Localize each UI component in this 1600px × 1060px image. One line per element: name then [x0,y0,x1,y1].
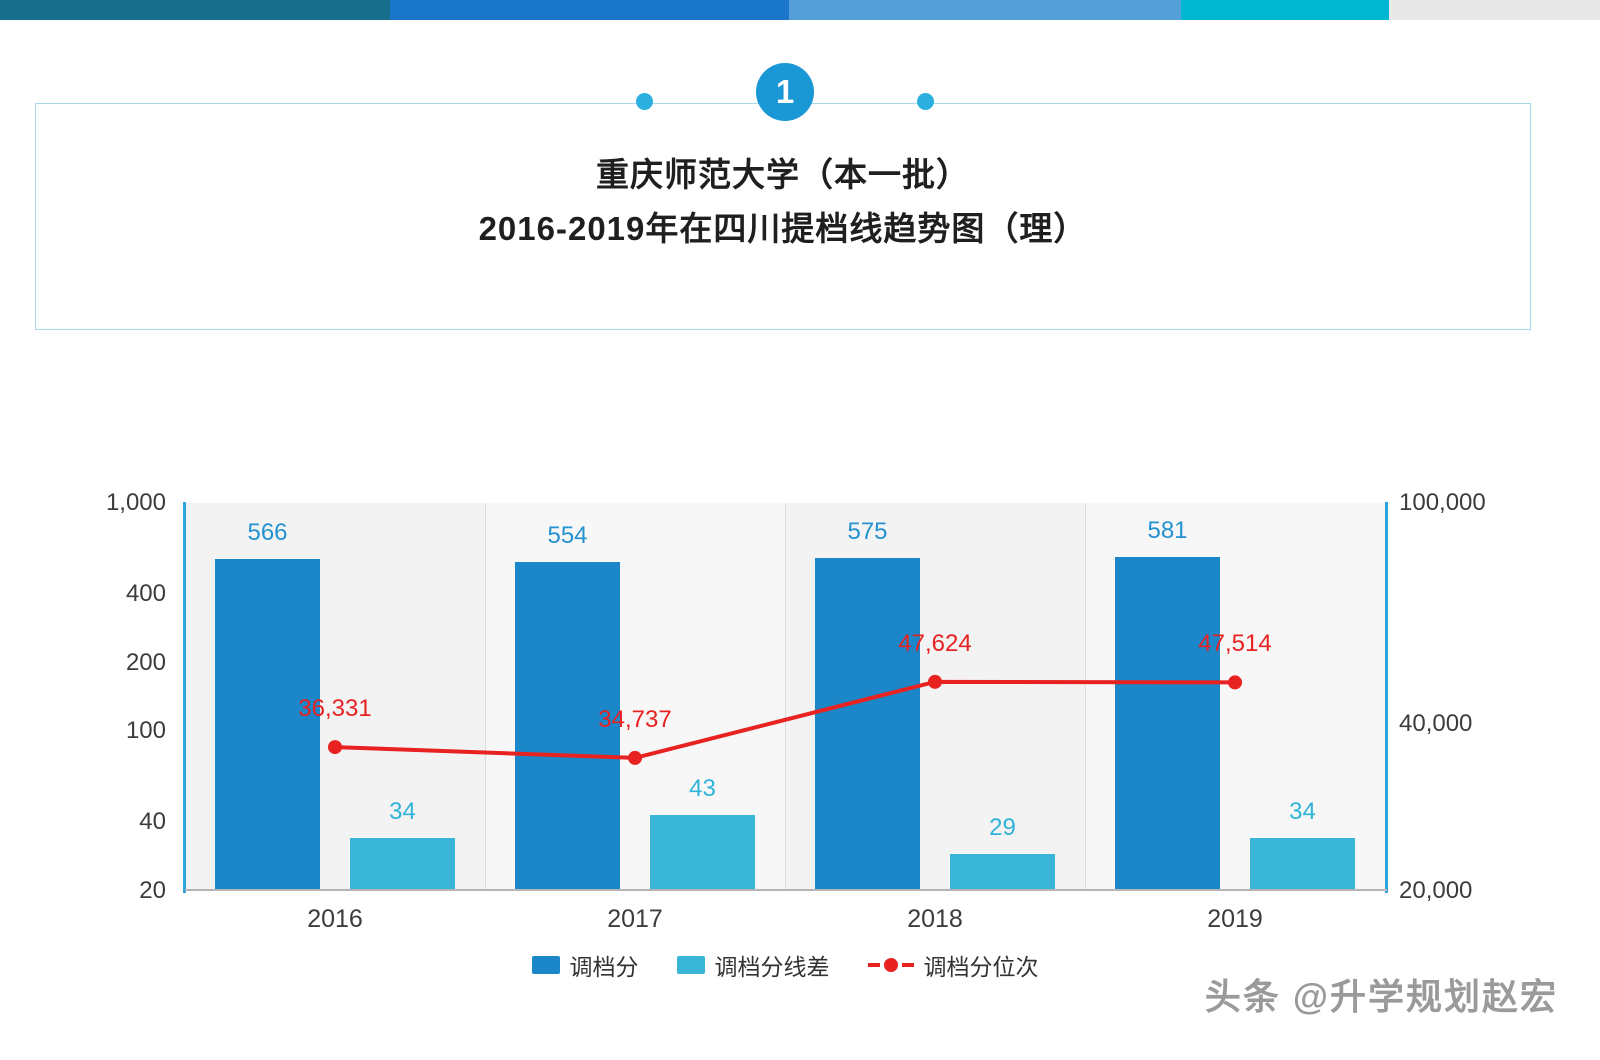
left-axis-line [183,502,186,893]
chart-legend: 调档分 调档分线差 调档分位次 [185,948,1385,982]
x-axis-label: 2016 [307,905,363,933]
topbar-segment [0,0,391,20]
plot-area: 566 554 575 581 34 43 29 34 36,331 34,737 47,624 47… [185,503,1385,891]
topbar-segment [390,0,789,20]
grid-line [1085,503,1086,891]
watermark-brand: 头条 [1204,976,1281,1017]
bar [650,815,755,891]
bar [515,561,620,891]
badge-dot-left [636,93,653,110]
rank-value-label: 34,737 [598,705,672,733]
x-axis-line [185,889,1387,891]
bar [950,854,1055,891]
bar-value-label: 575 [847,517,888,545]
section-number-badge: 1 [756,63,814,121]
x-axis-label: 2019 [1207,905,1263,933]
rank-value-label: 47,514 [1198,630,1272,658]
topbar-segment [1180,0,1389,20]
topbar-decoration [0,0,1600,20]
left-axis-tick: 400 [125,579,166,607]
legend-item: 调档分线差 [676,948,830,982]
bar-value-label: 581 [1147,516,1188,544]
grid-line [485,503,486,891]
watermark: 头条 @升学规划赵宏 [1205,968,1558,1020]
left-axis-tick: 20 [139,877,166,904]
x-axis-label: 2018 [907,905,963,933]
bar-value-label: 29 [989,814,1016,842]
topbar-segment [788,0,1181,20]
right-axis-tick: 40,000 [1399,709,1473,737]
bar-value-label: 566 [247,519,288,547]
rank-point [928,674,942,689]
rank-line-svg [328,674,1242,765]
legend-swatch [531,956,560,974]
right-axis-ticks: 100,000 40,000 20,000 [1399,490,1589,904]
left-axis-tick: 100 [125,717,166,745]
x-axis-label: 2017 [607,905,663,933]
legend-item: 调档分位次 [867,948,1039,982]
left-axis-ticks: 1,000 400 200 100 40 20 [0,490,172,904]
bar [1250,838,1355,891]
badge-dot-right [917,93,934,110]
x-axis-labels: 2016 2017 2018 2019 [185,905,1385,937]
bar [1115,556,1220,891]
chart-title-line2: 2016-2019年在四川提档线趋势图（理） [478,210,1088,247]
rank-line [334,679,1236,760]
legend-item: 调档分 [531,948,639,982]
rank-point [628,750,642,765]
legend-marker-dot [883,958,898,972]
right-axis-line [1385,502,1388,893]
bar [215,559,320,891]
watermark-handle: @升学规划赵宏 [1292,976,1558,1017]
right-axis-tick: 20,000 [1399,877,1473,904]
rank-point [328,740,342,755]
legend-line-marker-icon [867,958,914,972]
title-box: 重庆师范大学（本一批） 2016-2019年在四川提档线趋势图（理） [35,103,1531,330]
left-axis-tick: 200 [125,648,166,676]
left-axis-tick: 40 [139,808,166,836]
legend-label: 调档分 [569,954,639,980]
bar-value-label: 554 [547,521,588,549]
legend-marker-dash [901,963,914,967]
left-axis-tick: 1,000 [105,489,166,516]
right-axis-tick: 100,000 [1399,489,1486,516]
bar [815,557,920,891]
bar [350,838,455,891]
section-number: 1 [775,73,795,110]
rank-value-label: 47,624 [898,629,972,657]
legend-label: 调档分线差 [714,954,830,980]
grid-line [785,503,786,891]
bar-value-label: 34 [1289,798,1316,826]
topbar-segment [1388,0,1600,20]
legend-label: 调档分位次 [923,954,1039,980]
chart-title-line1: 重庆师范大学（本一批） [596,156,970,193]
bar-value-label: 34 [389,798,416,826]
legend-marker-dash [867,963,880,967]
legend-swatch [676,956,705,974]
rank-point [1228,675,1242,690]
rank-value-label: 36,331 [298,695,372,723]
chart-title: 重庆师范大学（本一批） 2016-2019年在四川提档线趋势图（理） [36,148,1530,256]
bar-value-label: 43 [689,775,716,803]
